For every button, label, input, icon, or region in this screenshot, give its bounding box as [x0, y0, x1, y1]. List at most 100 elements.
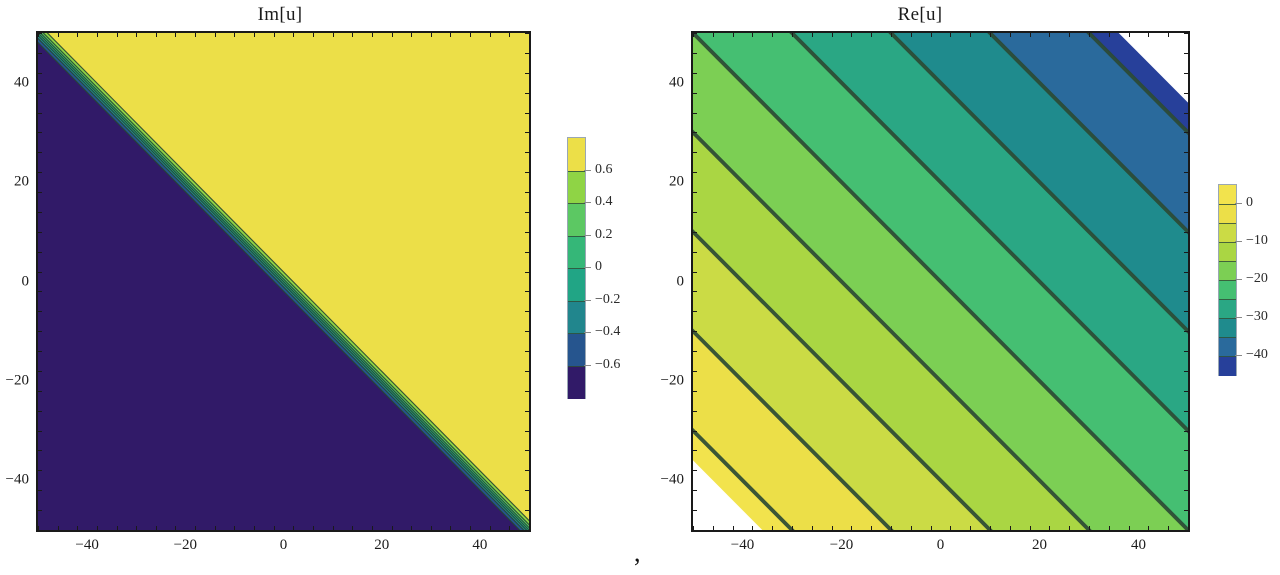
axis-tick-x — [490, 526, 491, 530]
panel-right-title: Re[u] — [897, 4, 943, 25]
colorbar-tick — [1235, 317, 1242, 318]
colorbar-tick — [584, 169, 591, 171]
contour-line — [693, 129, 1092, 530]
axis-tick-y — [693, 33, 697, 34]
axis-tick-y-right — [525, 450, 529, 451]
colorbar-band — [1219, 318, 1236, 338]
colorbar-band-divider — [568, 333, 585, 334]
y-tick-label: 40 — [669, 74, 684, 91]
contour-line — [888, 33, 1188, 334]
colorbar-band-divider — [1219, 280, 1236, 281]
axis-tick-x-top — [450, 33, 451, 37]
axis-tick-y — [38, 470, 42, 471]
colorbar-band — [568, 268, 585, 302]
colorbar-band-divider — [568, 170, 585, 172]
colorbar-tick-label: −40 — [1246, 347, 1268, 362]
axis-tick-y — [38, 431, 42, 432]
axis-tick-y — [38, 93, 42, 94]
axis-tick-x — [812, 526, 813, 530]
axis-tick-x — [871, 526, 872, 530]
y-tick-label: 0 — [21, 273, 30, 289]
axis-tick-x-top — [490, 33, 491, 37]
colorbar-band — [568, 170, 585, 204]
panel-left-contour-svg — [38, 33, 529, 530]
axis-tick-x-top — [792, 33, 793, 37]
axis-tick-y — [693, 391, 697, 392]
axis-tick-y — [693, 530, 697, 531]
axis-tick-y-right — [525, 311, 529, 312]
separator-comma: , — [634, 538, 641, 567]
axis-tick-y — [693, 351, 697, 352]
axis-tick-x — [1148, 526, 1149, 530]
colorbar-band — [1219, 261, 1236, 281]
axis-tick-y-right — [525, 291, 529, 292]
x-tick-label: 40 — [472, 537, 488, 553]
axis-tick-x-top — [1109, 33, 1110, 37]
axis-tick-y — [693, 272, 697, 273]
axis-tick-x — [931, 526, 932, 530]
contour-line — [38, 41, 521, 530]
axis-tick-x — [313, 526, 314, 530]
axis-tick-x-top — [733, 33, 734, 37]
axis-tick-y — [693, 192, 697, 193]
axis-tick-x — [136, 526, 137, 530]
axis-tick-x-top — [175, 33, 176, 37]
axis-tick-x-top — [891, 33, 892, 37]
axis-tick-y — [38, 172, 42, 173]
axis-tick-x — [1069, 526, 1070, 530]
axis-tick-y — [38, 212, 42, 213]
colorbar-band — [568, 235, 585, 269]
axis-tick-x — [1109, 526, 1110, 530]
axis-tick-y-right — [1184, 431, 1188, 432]
axis-tick-x — [1030, 526, 1031, 530]
axis-tick-y-right — [525, 272, 529, 273]
axis-tick-x-top — [58, 33, 59, 37]
x-tick-label: 0 — [936, 537, 945, 553]
axis-tick-y-right — [525, 470, 529, 471]
colorbar-tick — [584, 299, 591, 301]
axis-tick-x — [990, 526, 991, 530]
x-tick-label: −40 — [75, 537, 99, 553]
axis-tick-y — [693, 132, 697, 133]
colorbar-tick — [584, 332, 591, 333]
panel-right-contour-svg — [693, 33, 1188, 530]
colorbar-band-divider — [1219, 337, 1236, 338]
axis-tick-x-top — [392, 33, 393, 37]
axis-tick-y-right — [1184, 331, 1188, 332]
axis-tick-y — [38, 391, 42, 392]
axis-tick-x — [1089, 526, 1090, 530]
axis-tick-x — [254, 526, 255, 530]
axis-tick-y-right — [525, 152, 529, 153]
axis-tick-x-top — [1129, 33, 1130, 37]
panel-right-re-u: Re[u] −40 −20 0 20 40 −40 −20 0 20 40 0 −10 −20 −30… — [640, 0, 1280, 575]
contour-line — [789, 33, 1188, 434]
axis-tick-x — [970, 526, 971, 530]
colorbar-band-divider — [1219, 261, 1236, 262]
axis-tick-x — [97, 526, 98, 530]
axis-tick-y — [38, 311, 42, 312]
colorbar-band — [568, 138, 585, 172]
axis-tick-x-top — [851, 33, 852, 37]
colorbar-band-divider — [1219, 318, 1236, 319]
axis-tick-y-right — [1184, 252, 1188, 253]
axis-tick-x-top — [333, 33, 334, 37]
contour-line — [46, 33, 529, 522]
colorbar-band-divider — [1219, 204, 1236, 205]
axis-tick-x — [58, 526, 59, 530]
axis-tick-x-top — [1168, 33, 1169, 37]
axis-tick-x — [234, 526, 235, 530]
axis-tick-y — [38, 53, 42, 54]
axis-tick-x — [1168, 526, 1169, 530]
panel-right-colorbar-legend: 0 −10 −20 −30 −40 — [1218, 184, 1268, 376]
axis-tick-x-top — [97, 33, 98, 37]
y-tick-label: 20 — [14, 173, 29, 190]
axis-tick-x-top — [832, 33, 833, 37]
colorbar-tick-label: −30 — [1246, 309, 1268, 324]
axis-tick-y-right — [1184, 391, 1188, 392]
axis-tick-y-right — [1184, 132, 1188, 133]
axis-tick-y-right — [1184, 470, 1188, 471]
axis-tick-y — [38, 371, 42, 372]
axis-tick-y-right — [525, 411, 529, 412]
axis-tick-x-top — [293, 33, 294, 37]
axis-tick-x-top — [1089, 33, 1090, 37]
